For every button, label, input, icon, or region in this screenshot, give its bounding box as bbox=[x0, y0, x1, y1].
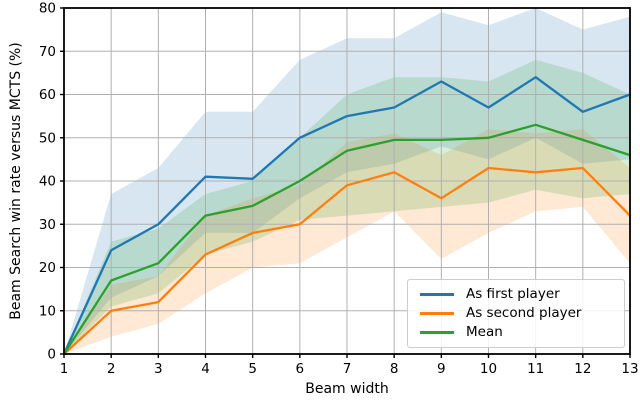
y-tick-label: 80 bbox=[39, 1, 56, 17]
legend-item: Mean bbox=[416, 323, 616, 342]
x-tick-label: 5 bbox=[248, 361, 257, 377]
legend-line-sample bbox=[420, 312, 454, 315]
legend-line-sample bbox=[420, 331, 454, 334]
legend-label: As first player bbox=[466, 286, 560, 302]
x-tick-label: 11 bbox=[527, 361, 544, 377]
legend-label: Mean bbox=[466, 324, 503, 340]
x-tick-label: 12 bbox=[574, 361, 591, 377]
data-line bbox=[62, 76, 632, 356]
x-tick-label: 8 bbox=[390, 361, 399, 377]
x-tick-label: 2 bbox=[107, 361, 116, 377]
y-tick-label: 10 bbox=[39, 303, 56, 319]
y-tick-label: 70 bbox=[39, 44, 56, 60]
legend-label: As second player bbox=[466, 305, 582, 321]
data-line bbox=[62, 166, 632, 356]
y-tick-label: 60 bbox=[39, 87, 56, 103]
x-tick-label: 7 bbox=[343, 361, 352, 377]
legend-item: As second player bbox=[416, 304, 616, 323]
x-tick-label: 9 bbox=[437, 361, 446, 377]
y-tick-label: 20 bbox=[39, 260, 56, 276]
x-tick-label: 6 bbox=[296, 361, 305, 377]
data-line bbox=[62, 123, 632, 356]
legend: As first player As second player Mean bbox=[407, 279, 625, 348]
y-tick-label: 40 bbox=[39, 174, 56, 190]
y-tick-label: 30 bbox=[39, 217, 56, 233]
x-tick-label: 10 bbox=[480, 361, 497, 377]
y-tick-label: 0 bbox=[47, 347, 56, 363]
y-tick-label: 50 bbox=[39, 130, 56, 146]
legend-line-sample bbox=[420, 293, 454, 296]
x-axis-label: Beam width bbox=[305, 381, 389, 397]
x-tick-label: 13 bbox=[621, 361, 638, 377]
y-axis-label: Beam Search win rate versus MCTS (%) bbox=[8, 42, 24, 320]
x-tick-label: 3 bbox=[154, 361, 163, 377]
legend-item: As first player bbox=[416, 285, 616, 304]
x-tick-label: 1 bbox=[60, 361, 69, 377]
x-tick-label: 4 bbox=[201, 361, 210, 377]
